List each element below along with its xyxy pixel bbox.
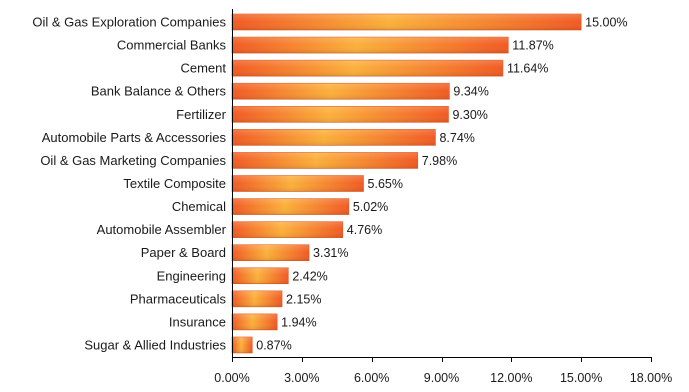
bar [231, 336, 253, 354]
data-label: 11.64% [507, 62, 548, 76]
bar-group [231, 198, 350, 215]
bar [231, 152, 419, 169]
bar-group [231, 175, 364, 192]
bar-group [231, 336, 253, 354]
bar [231, 13, 582, 31]
category-labels: Oil & Gas Exploration Companies Commercia… [32, 15, 226, 353]
data-label: 5.02% [353, 200, 388, 214]
data-label: 5.65% [368, 177, 403, 191]
bar-group [231, 59, 504, 77]
category-label: Oil & Gas Exploration Companies [32, 15, 226, 30]
bar [231, 82, 450, 100]
data-label: 2.42% [292, 269, 327, 283]
bar-group [231, 152, 419, 169]
data-label: 8.74% [439, 131, 474, 145]
data-label: 2.15% [286, 292, 321, 306]
category-label: Automobile Parts & Accessories [42, 130, 227, 145]
bar-group [231, 244, 310, 261]
data-label: 9.30% [452, 108, 487, 122]
category-label: Cement [180, 61, 226, 76]
bar-group [231, 267, 289, 285]
category-label: Bank Balance & Others [91, 84, 227, 99]
data-label: 11.87% [512, 39, 553, 53]
bar [231, 313, 278, 331]
bar [231, 244, 310, 261]
bar-group [231, 129, 436, 146]
data-label: 7.98% [422, 154, 457, 168]
x-tick-label: 9.00% [424, 371, 459, 385]
category-label: Textile Composite [123, 176, 226, 191]
bar [231, 105, 449, 123]
category-label: Paper & Board [141, 245, 226, 260]
category-label: Commercial Banks [117, 38, 227, 53]
data-label: 3.31% [313, 246, 348, 260]
x-tick-label: 0.00% [214, 371, 249, 385]
bar [231, 198, 350, 215]
data-label: 4.76% [347, 223, 382, 237]
bar-group [231, 290, 283, 308]
bar [231, 129, 436, 146]
x-tick-label: 6.00% [354, 371, 389, 385]
bar-group [231, 82, 450, 100]
bar [231, 36, 509, 54]
bar [231, 175, 364, 192]
category-label: Insurance [169, 314, 226, 329]
category-label: Chemical [172, 199, 226, 214]
bar-group [231, 313, 278, 331]
category-label: Oil & Gas Marketing Companies [40, 153, 226, 168]
bar-group [231, 13, 582, 31]
data-label: 15.00% [585, 16, 627, 30]
bar [231, 290, 283, 308]
bar [231, 267, 289, 285]
x-tick-label: 3.00% [284, 371, 319, 385]
x-tick-label: 12.00% [490, 371, 532, 385]
bar-group [231, 221, 344, 238]
bar [231, 59, 504, 77]
category-label: Engineering [157, 268, 226, 283]
category-label: Fertilizer [176, 107, 227, 122]
category-label: Pharmaceuticals [130, 291, 227, 306]
data-label: 9.34% [453, 85, 488, 99]
bar-group [231, 36, 509, 54]
category-label: Sugar & Allied Industries [84, 337, 226, 352]
data-label: 0.87% [256, 338, 291, 352]
axes: 0.00% 3.00% 6.00% 9.00% 12.00% 15.00% 18.00% [214, 9, 672, 385]
bar [231, 221, 344, 238]
value-labels: 15.00% 11.87% 11.64% 9.34% 9.30% 8.74% 7.98% 5.… [256, 16, 627, 353]
x-tick-label: 18.00% [630, 371, 672, 385]
data-label: 1.94% [281, 315, 316, 329]
bar-group [231, 105, 449, 123]
x-tick-label: 15.00% [560, 371, 602, 385]
category-label: Automobile Assembler [97, 222, 227, 237]
